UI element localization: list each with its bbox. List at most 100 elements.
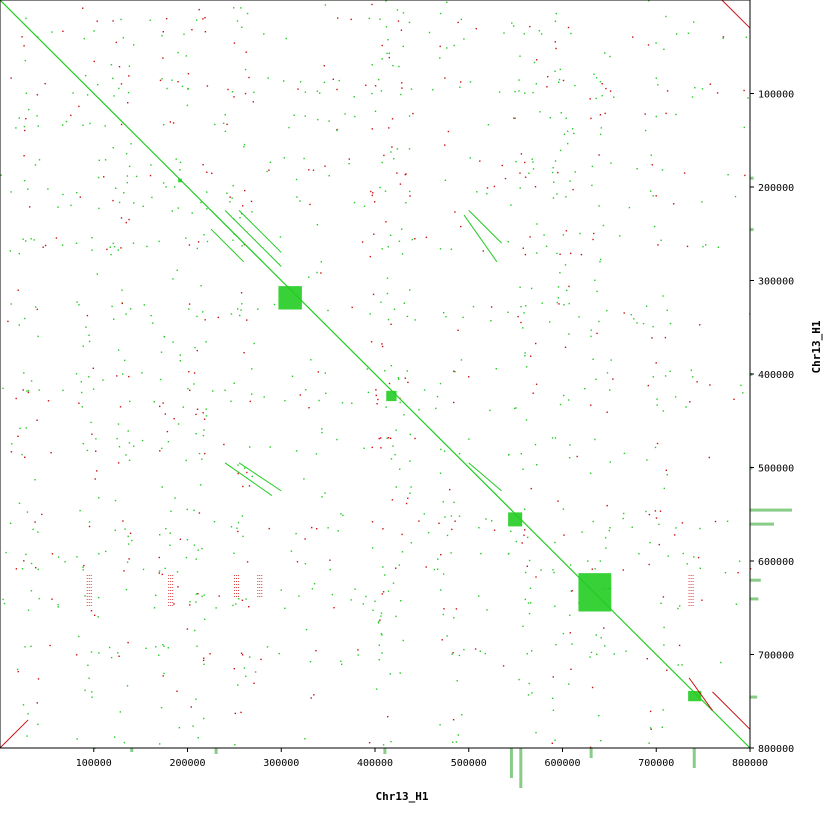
forward-hit (578, 316, 580, 318)
reverse-hit (36, 419, 38, 421)
forward-hit (596, 290, 598, 293)
reverse-hit (396, 172, 398, 174)
forward-hit (409, 190, 411, 193)
reverse-hit (233, 42, 236, 44)
forward-hit (386, 277, 389, 279)
forward-hit (390, 365, 393, 367)
forward-hit (677, 664, 679, 666)
forward-hit (439, 248, 442, 250)
forward-hit (592, 358, 594, 360)
forward-segment (463, 214, 498, 263)
forward-hit (353, 201, 356, 204)
forward-hit (251, 393, 253, 395)
forward-hit (197, 737, 199, 739)
x-tick-label: 200000 (169, 758, 205, 769)
forward-hit (362, 603, 364, 605)
reverse-hit (552, 676, 554, 678)
reverse-hit (454, 520, 456, 522)
forward-hit (201, 547, 203, 550)
forward-hit (495, 368, 497, 370)
forward-hit (181, 85, 184, 88)
x-tick-label: 500000 (451, 758, 487, 769)
forward-hit (283, 157, 285, 159)
forward-hit (104, 159, 107, 161)
reverse-hit (570, 668, 572, 670)
reverse-hit (524, 529, 526, 531)
reverse-hit (457, 21, 459, 24)
reverse-hit (204, 17, 206, 19)
reverse-hit (44, 82, 46, 85)
reverse-hit (387, 437, 390, 439)
forward-hit (556, 193, 558, 195)
forward-hit (409, 460, 411, 462)
forward-hit (384, 370, 386, 372)
forward-hit (563, 133, 566, 135)
forward-hit (25, 240, 27, 242)
forward-hit (11, 443, 13, 445)
reverse-hit (374, 201, 376, 203)
reverse-hit (129, 532, 132, 534)
forward-hit (177, 423, 180, 425)
reverse-hit (418, 520, 420, 522)
forward-hit (377, 622, 380, 624)
reverse-hit (24, 129, 26, 132)
reverse-hit (468, 376, 470, 378)
forward-hit (363, 205, 366, 207)
forward-hit (236, 20, 239, 22)
forward-hit (316, 224, 319, 226)
reverse-hit (683, 172, 686, 174)
reverse-hit (425, 566, 427, 568)
forward-hit (503, 32, 505, 34)
forward-hit (382, 566, 384, 568)
forward-hit (26, 511, 29, 513)
forward-hit (340, 513, 342, 515)
forward-hit (390, 151, 392, 153)
reverse-hit (83, 564, 85, 567)
reverse-hit (388, 56, 390, 59)
reverse-hit (555, 47, 557, 50)
forward-hit (442, 613, 444, 616)
forward-hit (378, 620, 380, 623)
forward-hit (591, 165, 594, 168)
forward-hit (251, 475, 253, 478)
forward-hit (161, 486, 163, 488)
forward-hit (22, 704, 25, 706)
forward-hit (427, 531, 430, 534)
forward-hit (299, 200, 301, 202)
reverse-hit (253, 682, 255, 684)
forward-hit (240, 213, 243, 215)
forward-repeat-block (688, 690, 702, 702)
forward-hit (455, 741, 458, 743)
reverse-hit (474, 648, 477, 650)
forward-hit (105, 550, 107, 553)
forward-hit (179, 360, 181, 362)
reverse-hit (381, 343, 383, 345)
reverse-hit (196, 408, 199, 410)
forward-hit (381, 634, 383, 636)
forward-hit (463, 648, 465, 651)
reverse-hit (689, 401, 691, 403)
reverse-hit (44, 244, 47, 247)
x-tick-label: 600000 (544, 758, 580, 769)
forward-hit (650, 154, 652, 156)
forward-hit (571, 128, 574, 130)
forward-hit (235, 603, 237, 605)
reverse-hit (117, 462, 120, 464)
forward-hit (159, 378, 162, 381)
reverse-hit (23, 155, 25, 157)
forward-hit (511, 22, 513, 24)
forward-hit (738, 560, 741, 562)
forward-hit (239, 314, 241, 317)
reverse-hit (440, 554, 442, 556)
forward-hit (486, 609, 488, 611)
forward-hit (321, 431, 323, 434)
forward-hit (519, 286, 521, 288)
reverse-hit (91, 433, 93, 435)
reverse-hit (10, 451, 13, 453)
forward-hit (97, 176, 100, 179)
reverse-hit (651, 164, 653, 166)
forward-hit (450, 248, 453, 250)
forward-hit (463, 38, 465, 40)
forward-hit (76, 556, 78, 558)
reverse-hit (593, 232, 595, 235)
